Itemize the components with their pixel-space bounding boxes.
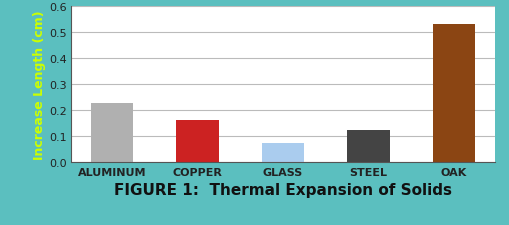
Bar bbox=[347, 130, 389, 162]
Bar bbox=[432, 25, 474, 162]
Bar bbox=[176, 120, 218, 162]
Y-axis label: Increase Length (cm): Increase Length (cm) bbox=[33, 10, 46, 159]
Bar bbox=[261, 143, 304, 162]
X-axis label: FIGURE 1:  Thermal Expansion of Solids: FIGURE 1: Thermal Expansion of Solids bbox=[114, 182, 451, 197]
Bar bbox=[91, 104, 133, 162]
